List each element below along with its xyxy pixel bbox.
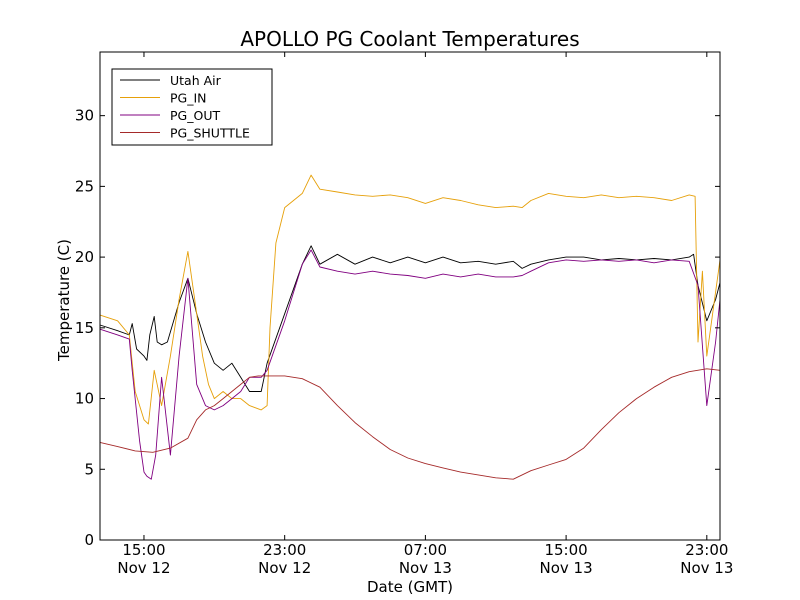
x-tick-time-0: 15:00 bbox=[122, 541, 165, 559]
x-tick-date-0: Nov 12 bbox=[117, 559, 170, 577]
legend-label-1: PG_IN bbox=[170, 91, 207, 106]
legend-label-0: Utah Air bbox=[170, 73, 222, 88]
x-tick-date-3: Nov 13 bbox=[540, 559, 593, 577]
plot-lines bbox=[99, 174, 721, 480]
y-axis: 0 5 10 15 20 25 30 bbox=[75, 107, 720, 549]
series-line-3 bbox=[99, 368, 721, 480]
legend-label-3: PG_SHUTTLE bbox=[170, 126, 250, 141]
legend: Utah Air PG_IN PG_OUT PG_SHUTTLE bbox=[111, 68, 273, 146]
x-tick-time-4: 23:00 bbox=[685, 541, 728, 559]
y-tick-label-3: 15 bbox=[75, 319, 94, 337]
y-tick-label-0: 0 bbox=[84, 531, 94, 549]
x-tick-date-1: Nov 12 bbox=[258, 559, 311, 577]
x-tick-date-2: Nov 13 bbox=[399, 559, 452, 577]
plot-frame bbox=[99, 51, 721, 541]
x-tick-date-4: Nov 13 bbox=[680, 559, 733, 577]
chart-title: APOLLO PG Coolant Temperatures bbox=[240, 27, 579, 51]
legend-label-2: PG_OUT bbox=[170, 108, 220, 123]
y-axis-label: Temperature (C) bbox=[55, 239, 73, 362]
x-axis-label: Date (GMT) bbox=[367, 578, 453, 596]
series-line-0 bbox=[99, 245, 721, 392]
y-tick-label-2: 10 bbox=[75, 390, 94, 408]
y-tick-label-1: 5 bbox=[84, 460, 94, 478]
y-tick-label-4: 20 bbox=[75, 248, 94, 266]
x-tick-time-2: 07:00 bbox=[404, 541, 447, 559]
y-tick-label-5: 25 bbox=[75, 177, 94, 195]
series-line-1 bbox=[99, 174, 721, 425]
x-tick-time-3: 15:00 bbox=[544, 541, 587, 559]
x-tick-time-1: 23:00 bbox=[263, 541, 306, 559]
series-line-2 bbox=[99, 249, 721, 480]
y-tick-label-6: 30 bbox=[75, 107, 94, 125]
